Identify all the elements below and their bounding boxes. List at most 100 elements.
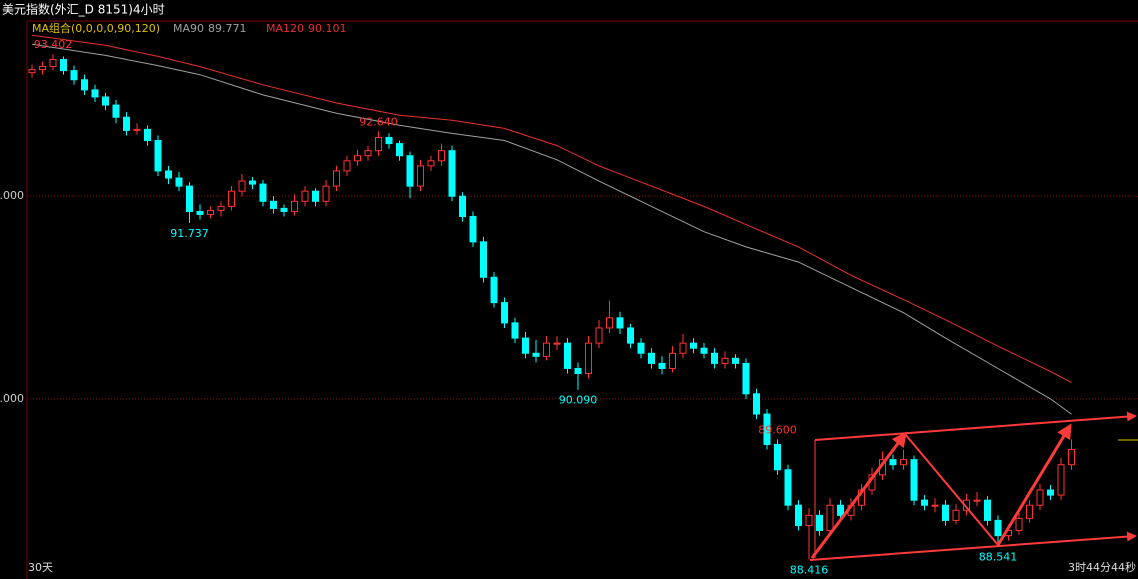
- ma-legend: MA组合(0,0,0,0,90,120): [32, 21, 160, 35]
- candle-body: [207, 209, 214, 215]
- candle-body: [900, 459, 907, 466]
- candle-body: [564, 342, 571, 369]
- candle-body: [343, 160, 351, 172]
- candle-body: [448, 150, 456, 197]
- candle-body: [102, 96, 109, 106]
- candle-body: [1068, 449, 1075, 466]
- candle-body: [280, 207, 288, 212]
- channel: [809, 411, 1137, 561]
- candle-body: [364, 150, 372, 157]
- candle-body: [333, 170, 340, 187]
- candle-body: [186, 185, 193, 212]
- extreme-label: 92.640: [359, 115, 398, 128]
- extreme-label: 93.402: [34, 38, 73, 51]
- candle-body: [301, 190, 309, 202]
- candle-body: [816, 514, 823, 532]
- candle-body: [763, 413, 771, 445]
- candle-body: [259, 183, 267, 202]
- candle-body: [354, 155, 361, 162]
- candle-body: [984, 499, 991, 521]
- footer-right: 3时44分44秒: [1068, 560, 1136, 574]
- legend-name: MA90: [173, 22, 204, 35]
- plot: [27, 34, 1138, 560]
- candle-body: [690, 342, 697, 349]
- candle-body: [700, 347, 708, 354]
- candle-body: [553, 342, 561, 345]
- candle-body: [910, 459, 918, 501]
- candle-body: [39, 66, 46, 71]
- footer-left: 30天: [28, 561, 53, 574]
- candle-body: [70, 70, 78, 81]
- candle-body: [312, 190, 319, 202]
- candle-body: [921, 499, 928, 506]
- candle-body: [396, 143, 403, 157]
- candle-body: [532, 352, 540, 357]
- candle-body: [742, 362, 750, 395]
- candle-body: [459, 195, 466, 218]
- candle-body: [417, 165, 424, 187]
- candle-body: [774, 443, 781, 471]
- candle-body: [574, 367, 582, 375]
- y-tick-label: 90.000: [0, 392, 24, 405]
- candle-body: [648, 352, 655, 364]
- extreme-label: 91.737: [170, 227, 209, 240]
- candle-body: [753, 393, 760, 415]
- candle-body: [973, 499, 981, 502]
- candle-body: [28, 69, 36, 74]
- candle-body: [637, 342, 645, 354]
- ma-line: [31, 34, 1072, 384]
- candle-body: [942, 504, 949, 521]
- candle-body: [154, 140, 162, 172]
- candle-body: [249, 180, 256, 185]
- candle-body: [994, 519, 1002, 537]
- candle-body: [837, 504, 844, 516]
- candle-body: [322, 185, 330, 202]
- candle-body: [627, 327, 634, 344]
- channel-bottom: [809, 531, 1137, 561]
- chart-title: 美元指数(外汇_D 8151)4小时: [2, 2, 165, 17]
- candle-body: [501, 302, 508, 324]
- candle-body: [406, 155, 414, 187]
- candle-body: [711, 352, 718, 364]
- candle-body: [805, 514, 813, 526]
- zigzag: [810, 431, 907, 559]
- candle-body: [490, 276, 498, 304]
- extreme-label: 88.541: [979, 551, 1018, 564]
- candle-body: [196, 210, 204, 215]
- candle-body: [375, 136, 382, 152]
- zigzag: [904, 433, 999, 546]
- candle-body: [679, 342, 687, 354]
- candle-body: [1047, 489, 1054, 496]
- candle-body: [49, 58, 57, 68]
- candle-body: [91, 89, 99, 98]
- candle-body: [522, 337, 529, 354]
- candle-body: [585, 342, 592, 375]
- candle-body: [669, 352, 676, 369]
- extreme-label: 88.416: [790, 563, 829, 576]
- ma-line: [31, 43, 1072, 415]
- candle-body: [228, 190, 235, 207]
- legend-value: 90.101: [308, 22, 347, 35]
- zigzag: [996, 423, 1072, 546]
- candle-body: [606, 317, 613, 329]
- candle-body: [123, 116, 130, 131]
- candle-body: [952, 509, 960, 521]
- candle-body: [385, 136, 393, 145]
- candle-body: [238, 180, 246, 192]
- candle-body: [291, 200, 298, 212]
- candle-body: [270, 200, 277, 209]
- candle-body: [144, 128, 151, 142]
- extreme-label: 90.090: [559, 394, 598, 407]
- candle-body: [1026, 504, 1033, 519]
- candle-body: [721, 357, 729, 364]
- channel-top: [814, 411, 1137, 441]
- candle-body: [81, 79, 88, 91]
- candle-body: [438, 150, 445, 162]
- candle-body: [511, 322, 519, 339]
- candle-body: [595, 327, 603, 344]
- candle-body: [1057, 464, 1065, 496]
- candle-body: [732, 357, 739, 364]
- candle-body: [931, 504, 939, 507]
- candle-body: [217, 205, 225, 211]
